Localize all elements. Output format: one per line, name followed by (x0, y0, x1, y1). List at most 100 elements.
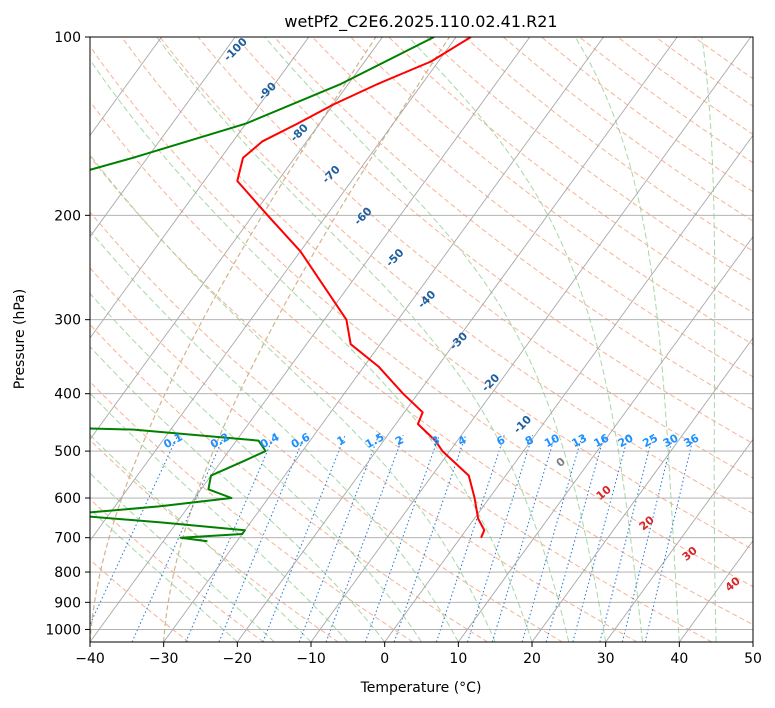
mixing-ratio-label: 1.5 (363, 430, 386, 451)
x-tick-label: −10 (296, 651, 326, 667)
isotherm-line (163, 37, 604, 642)
dry-adiabat-line (312, 37, 753, 378)
dry-adiabat-label: -70 (320, 163, 343, 186)
dry-adiabat-label: -50 (383, 246, 406, 269)
dry-adiabat-line (541, 37, 753, 193)
moist-adiabat-line (408, 37, 643, 642)
isotherm-line (90, 37, 236, 238)
dry-adiabat-label: -100 (221, 35, 250, 64)
x-tick-label: 0 (380, 651, 389, 667)
isotherm-line (605, 438, 753, 642)
moist-adiabat-line (90, 345, 386, 642)
mixing-ratio-line (298, 435, 380, 642)
mixing-ratio-label: 30 (661, 431, 681, 450)
mixing-ratio-label: 20 (616, 431, 636, 450)
moist-adiabat-line (574, 37, 680, 642)
mixing-ratio-label: 2 (393, 433, 406, 448)
dry-adiabat-line (197, 37, 753, 479)
x-axis-label: Temperature (°C) (360, 680, 482, 696)
x-tick-label: 10 (449, 651, 467, 667)
mixing-ratio-line (131, 434, 225, 642)
dry-adiabat-line (90, 45, 753, 588)
isotherm-line (90, 37, 531, 642)
moist-adiabat-line (156, 37, 570, 642)
moist-adiabat-line (90, 292, 422, 642)
dry-adiabat-line (90, 100, 753, 626)
mixing-ratio-label: 36 (682, 431, 702, 450)
mixing-ratio-line (325, 435, 404, 642)
mixing-ratio-label: 8 (523, 433, 536, 448)
moist-adiabat-label: 10 (594, 483, 614, 503)
moist-adiabat-line (90, 58, 533, 642)
dry-adiabat-line (426, 37, 753, 283)
dry-adiabat-label: -60 (351, 204, 374, 227)
isotherm-line (90, 37, 310, 339)
y-axis-label: Pressure (hPa) (12, 289, 28, 389)
dry-adiabat-line (388, 37, 753, 314)
dry-adiabat-line (90, 323, 488, 642)
dewpoint-profile-line (90, 37, 435, 543)
x-tick-label: −40 (75, 651, 105, 667)
y-tick-label: 400 (54, 387, 81, 403)
isotherm-line (236, 37, 678, 642)
y-tick-label: 500 (54, 444, 81, 460)
reference-curve (163, 37, 451, 642)
dry-adiabat-label: -80 (288, 121, 311, 144)
mixing-ratio-label: 4 (456, 433, 469, 448)
mixing-ratio-line (364, 435, 440, 642)
moist-adiabat-line (90, 434, 312, 642)
dry-adiabat-line (90, 381, 414, 642)
mixing-ratio-line (185, 434, 275, 642)
y-tick-label: 1000 (45, 622, 81, 638)
moist-adiabat-line (90, 508, 238, 642)
moist-adiabat-label: 20 (637, 513, 657, 533)
mixing-ratio-label: 16 (592, 431, 612, 450)
y-tick-label: 300 (54, 313, 81, 329)
mixing-ratio-line (599, 435, 654, 642)
x-tick-label: −20 (223, 651, 253, 667)
mixing-ratio-line (218, 434, 306, 642)
x-tick-label: 40 (670, 651, 688, 667)
y-tick-label: 900 (54, 595, 81, 611)
moist-adiabat-line (90, 472, 275, 642)
mixing-ratio-line (435, 435, 505, 642)
dry-adiabat-line (90, 498, 264, 642)
dry-adiabat-line (464, 37, 753, 252)
mixing-ratio-label: 0.2 (208, 430, 231, 451)
chart-title: wetPf2_C2E6.2025.110.02.41.R21 (284, 12, 557, 32)
x-tick-label: 30 (597, 651, 615, 667)
moist-adiabat-line (701, 37, 717, 642)
mixing-ratio-label: 6 (494, 433, 507, 448)
dry-adiabat-line (693, 37, 753, 80)
mixing-ratio-label: 25 (640, 432, 660, 451)
mixing-ratio-line (90, 434, 179, 626)
isotherm-line (384, 134, 753, 642)
mixing-ratio-label: 1 (335, 433, 348, 448)
moist-adiabat-line (90, 392, 349, 642)
mixing-ratio-line (491, 435, 556, 642)
mixing-ratio-label: 13 (570, 431, 590, 450)
mixing-ratio-line (262, 434, 346, 642)
dry-adiabat-line (90, 267, 563, 642)
mixing-ratio-label: 10 (542, 431, 562, 450)
dry-adiabat-line (90, 211, 638, 642)
x-tick-label: 20 (523, 651, 541, 667)
isotherm-line (752, 641, 753, 642)
moist-adiabat-line (90, 154, 496, 642)
mixing-ratio-line (621, 435, 674, 642)
isotherm-line (531, 337, 753, 642)
mixing-ratio-line (393, 435, 467, 642)
dry-adiabat-line (90, 155, 712, 642)
dry-adiabat-line (90, 558, 190, 642)
isotherm-line (90, 37, 383, 441)
moist-adiabat-label: 40 (723, 574, 743, 594)
plot-frame (89, 36, 754, 643)
moist-adiabat-line (90, 230, 459, 642)
moist-adiabat-line (752, 575, 753, 642)
isotherm-line (457, 235, 753, 642)
moist-adiabat-line (264, 37, 607, 642)
x-tick-label: −30 (149, 651, 179, 667)
dry-adiabat-line (350, 37, 753, 346)
dry-adiabat-line (235, 37, 753, 445)
